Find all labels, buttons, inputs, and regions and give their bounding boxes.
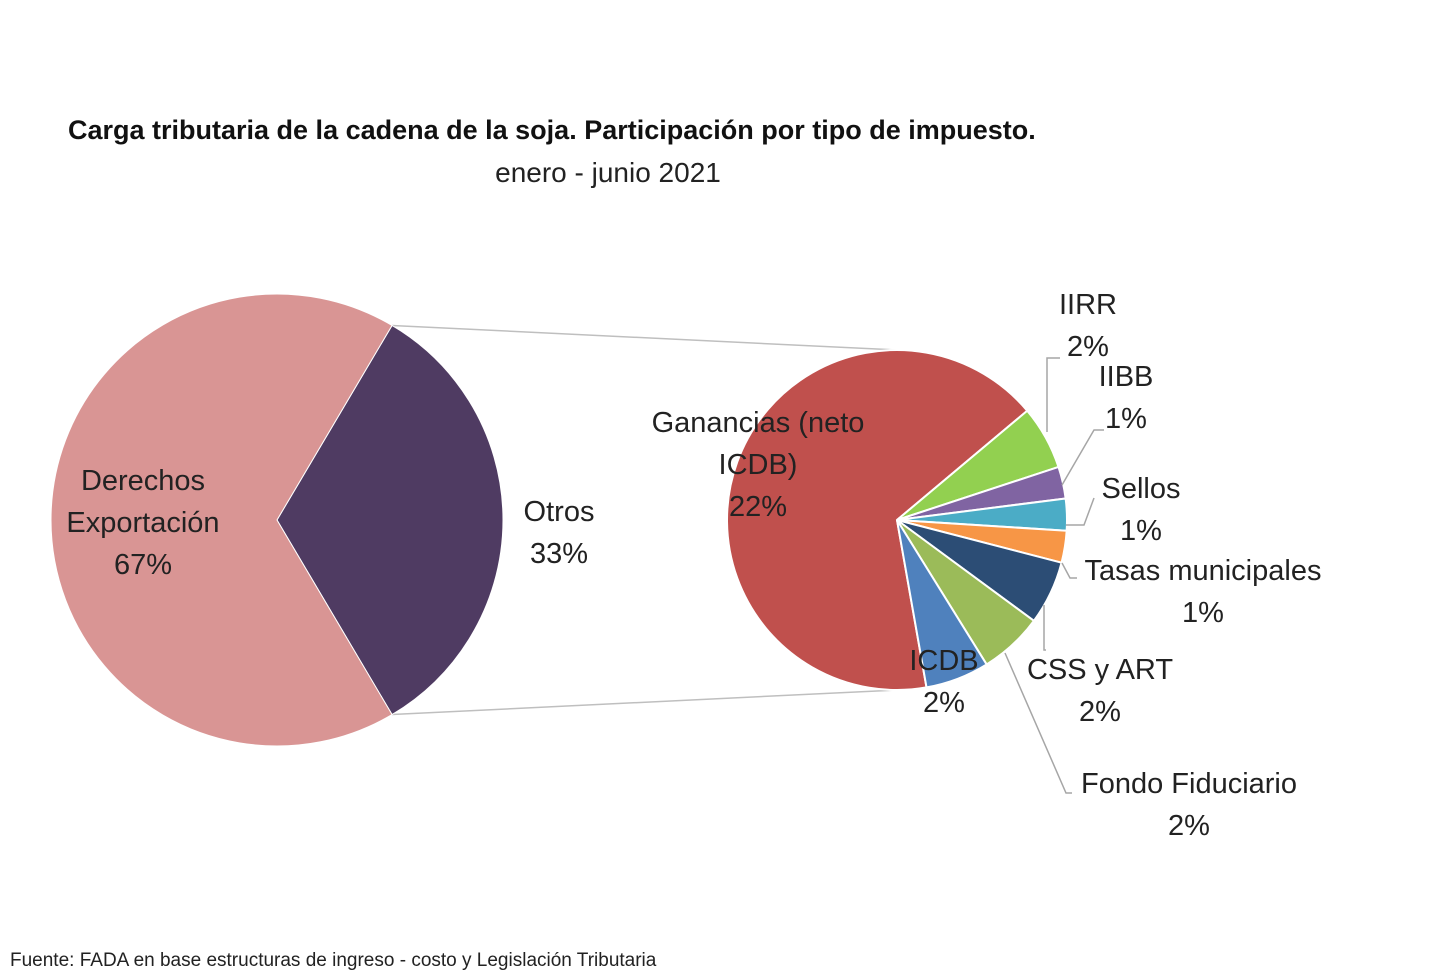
secondary-label-iibb: IIBB 1% <box>1099 361 1154 435</box>
connector-line-top <box>392 324 898 351</box>
leader-line-iirr <box>1046 357 1060 432</box>
primary-pie <box>50 293 504 747</box>
secondary-label-iirr: IIRR 2% <box>1059 289 1117 363</box>
secondary-label-ganancias-neto-icdb: Ganancias (neto ICDB) 22% <box>652 407 865 523</box>
leader-line-css-y-art <box>1043 605 1046 651</box>
primary-slice-otros <box>276 324 504 716</box>
secondary-label-tasas-municipales: Tasas municipales 1% <box>1085 555 1322 629</box>
secondary-slice-ganancias-neto-icdb <box>726 349 1029 691</box>
leader-line-tasas-municipales <box>1061 562 1077 579</box>
primary-label-otros: Otros 33% <box>524 496 595 570</box>
chart-source: Fuente: FADA en base estructuras de ingr… <box>10 950 657 971</box>
primary-label-derechos-exportacion: Derechos Exportación 67% <box>66 465 219 581</box>
chart-title: Carga tributaria de la cadena de la soja… <box>68 115 1036 145</box>
secondary-label-sellos: Sellos 1% <box>1102 473 1181 547</box>
leader-line-fondo-fiduciario <box>1004 652 1072 794</box>
secondary-label-fondo-fiduciario: Fondo Fiduciario 2% <box>1081 768 1297 842</box>
connector-lines <box>392 324 898 716</box>
primary-slice-derechos-exportacion <box>50 293 393 747</box>
leader-line-iibb <box>1061 429 1104 486</box>
leader-lines <box>1004 357 1104 794</box>
data-labels: Derechos Exportación 67% Otros 33% Ganancias … <box>66 289 1321 842</box>
secondary-label-css-y-art: CSS y ART 2% <box>1027 654 1173 728</box>
secondary-label-icdb: ICDB 2% <box>909 645 978 719</box>
secondary-slice-icdb <box>896 519 989 689</box>
leader-line-sellos <box>1066 497 1095 526</box>
chart-subtitle: enero - junio 2021 <box>495 157 721 188</box>
connector-line-bottom <box>392 689 898 716</box>
